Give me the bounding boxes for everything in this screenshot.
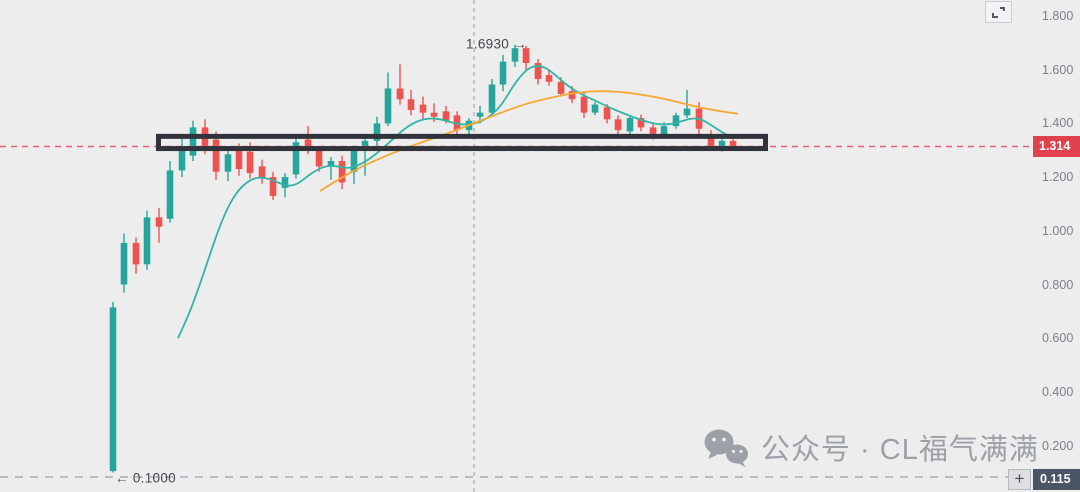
candle-body xyxy=(407,99,415,110)
candle-body xyxy=(649,127,657,135)
candle-body xyxy=(534,62,542,80)
reset-view-icon xyxy=(991,6,1006,19)
axis-tick-label: 0.200 xyxy=(1042,438,1074,453)
axis-tick-label: 1.600 xyxy=(1042,62,1074,77)
candle-body xyxy=(178,150,186,171)
candle-body xyxy=(258,166,266,179)
candle-body xyxy=(419,104,427,113)
candle-body xyxy=(499,61,507,85)
candle-body xyxy=(269,177,277,196)
candle-body xyxy=(361,140,369,151)
candle-body xyxy=(373,123,381,141)
level-value-badge: 0.115 xyxy=(1033,469,1080,490)
candle-body xyxy=(614,119,622,131)
candle-body xyxy=(246,151,254,174)
candle-body xyxy=(580,96,588,113)
last-price-badge: 1.314 xyxy=(1033,135,1080,157)
watermark-text: 公众号 · CL福气满满 xyxy=(761,434,1039,466)
candle-body xyxy=(338,160,346,183)
candle-body xyxy=(476,112,484,117)
candle-body xyxy=(315,150,323,167)
candle-body xyxy=(557,81,565,94)
candle-body xyxy=(166,170,174,219)
candle-body xyxy=(626,118,634,132)
candle-body xyxy=(384,88,392,124)
axis-tick-label: 0.600 xyxy=(1042,331,1074,346)
candle-body xyxy=(304,139,312,151)
candle-body xyxy=(396,88,404,100)
candle-body xyxy=(327,160,335,167)
candle-body xyxy=(430,112,438,117)
candle-body xyxy=(189,127,197,156)
candle-body xyxy=(281,177,289,188)
candle-body xyxy=(442,111,450,121)
candle-body xyxy=(132,242,140,265)
add-order-button[interactable]: + xyxy=(1008,469,1031,490)
candle-body xyxy=(672,115,680,127)
candle-body xyxy=(120,242,128,285)
candle-body xyxy=(235,147,243,170)
candle-body xyxy=(143,217,151,265)
candle-body xyxy=(511,48,519,62)
axis-tick-label: 1.000 xyxy=(1042,223,1074,238)
resistance-zone-rectangle[interactable] xyxy=(156,133,768,152)
low-price-annotation[interactable]: ← 0.1000 xyxy=(115,470,176,486)
candle-body xyxy=(660,126,668,135)
candle-body xyxy=(591,104,599,113)
candle-body xyxy=(488,84,496,113)
candle-body xyxy=(292,142,300,175)
reset-view-button[interactable] xyxy=(985,1,1012,23)
axis-tick-label: 0.400 xyxy=(1042,384,1074,399)
candle-body xyxy=(568,91,576,100)
candle-body xyxy=(109,307,117,472)
axis-tick-label: 1.200 xyxy=(1042,170,1074,185)
ma-fast-line xyxy=(177,65,734,339)
candle-body xyxy=(637,118,645,128)
ma-slow-line xyxy=(319,90,739,192)
candle-body xyxy=(683,108,691,116)
wechat-icon xyxy=(702,427,750,468)
candle-body xyxy=(707,134,715,148)
candle-body xyxy=(522,48,530,63)
axis-tick-label: 1.400 xyxy=(1042,116,1074,131)
candle-body xyxy=(212,139,220,172)
candle-body xyxy=(224,154,232,172)
candle-body xyxy=(350,150,358,172)
candle-body xyxy=(155,217,163,227)
axis-tick-label: 0.800 xyxy=(1042,277,1074,292)
axis-tick-label: 1.800 xyxy=(1042,9,1074,23)
high-price-annotation[interactable]: 1.6930 → xyxy=(466,36,527,52)
candle-body xyxy=(545,75,553,82)
candle-body xyxy=(718,140,726,148)
watermark: 公众号 · CL福气满满 xyxy=(702,426,1039,468)
candle-body xyxy=(729,140,737,147)
candle-body xyxy=(603,107,611,120)
candle-body xyxy=(453,115,461,131)
